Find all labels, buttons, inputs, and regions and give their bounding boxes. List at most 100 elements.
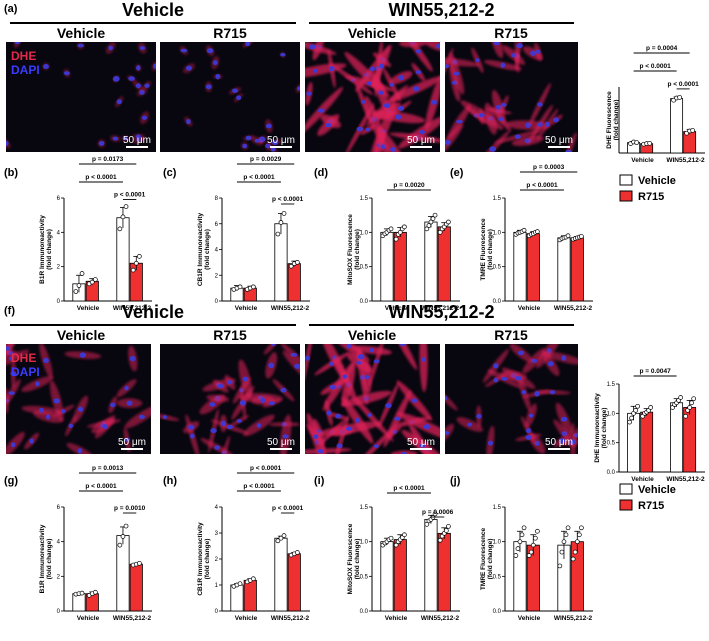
- data-point: [137, 254, 142, 259]
- data-point: [633, 408, 638, 413]
- stain-label-dapi: DAPI: [11, 63, 40, 77]
- data-point: [402, 532, 407, 538]
- y-axis-label: CB1R Immunoreactivity(fold change): [197, 522, 211, 596]
- nucleus: [214, 445, 221, 450]
- x-category-label: WIN55,212-2: [554, 305, 593, 312]
- panel-label-f: (f): [4, 305, 15, 317]
- nucleus: [501, 376, 508, 381]
- nucleus: [397, 105, 405, 111]
- data-point: [237, 581, 243, 587]
- p-value-label: p < 0.0001: [668, 81, 700, 88]
- nucleus: [280, 387, 287, 393]
- nucleus: [357, 354, 365, 360]
- legend-layer: Vehicle R715 Vehicle R715: [619, 174, 676, 512]
- x-category-label: Vehicle: [235, 615, 258, 622]
- data-point: [130, 267, 136, 273]
- data-point: [76, 283, 82, 288]
- nucleus: [389, 82, 395, 87]
- y-tick-label: 6: [57, 505, 61, 511]
- condition-title-bottom-1: R715: [213, 327, 247, 343]
- nucleus: [373, 359, 380, 364]
- data-point: [117, 542, 123, 548]
- scale-bar-label: 50 μm: [545, 437, 573, 448]
- bar-r715-1: [437, 226, 451, 302]
- data-point: [532, 535, 538, 541]
- legend-label-r715: R715: [638, 500, 664, 512]
- nucleus: [42, 357, 49, 363]
- data-point: [275, 538, 281, 544]
- bar-vehicle-0: [513, 541, 527, 612]
- nucleus: [366, 81, 373, 86]
- y-axis-label-line: (fold change): [204, 539, 211, 580]
- y-tick-label: 2: [57, 265, 61, 271]
- nucleus: [68, 423, 74, 429]
- bar-vehicle-1: [424, 221, 438, 302]
- bar-r715-1: [437, 532, 451, 612]
- panel-label-c: (c): [163, 167, 177, 179]
- nucleus: [378, 90, 384, 95]
- nucleus: [544, 121, 551, 127]
- y-axis-label-line: (fold change): [354, 229, 361, 270]
- bar-vehicle-0: [230, 584, 244, 612]
- nucleus: [236, 419, 242, 423]
- y-axis-label: MitoSOX Fluorescence(fold change): [347, 523, 361, 594]
- group-title-bottom-0: Vehicle: [122, 302, 184, 322]
- condition-title-top-3: R715: [494, 25, 528, 41]
- nucleus: [77, 406, 84, 412]
- nucleus: [141, 115, 148, 120]
- data-point: [123, 204, 129, 209]
- y-axis-label-line: (fold change): [487, 229, 494, 270]
- nucleus: [514, 134, 521, 139]
- y-tick-label: 1.5: [607, 382, 616, 388]
- group-title-top-1: WIN55,212-2: [388, 0, 494, 20]
- y-tick-label: 1.5: [360, 505, 369, 511]
- nucleus: [329, 384, 336, 390]
- nucleus: [209, 402, 216, 407]
- nucleus: [328, 66, 335, 72]
- p-value-label: p < 0.0001: [243, 483, 275, 490]
- micrograph-top-1: 50 μm: [160, 42, 300, 152]
- data-point: [517, 539, 523, 545]
- p-value-label: p < 0.0001: [85, 174, 117, 181]
- nucleus: [335, 413, 342, 419]
- data-point: [79, 271, 85, 276]
- group-title-top-0: Vehicle: [122, 0, 184, 20]
- stain-label-dhe: DHE: [11, 351, 36, 365]
- data-point: [579, 525, 584, 531]
- x-category-label: WIN55,212-2: [421, 615, 460, 622]
- nucleus: [220, 420, 227, 427]
- x-category-label: Vehicle: [631, 476, 654, 483]
- nucleus: [260, 397, 266, 404]
- y-axis-label-line: B1R Immunoreactivity: [39, 215, 46, 284]
- data-point: [629, 415, 634, 421]
- nucleus: [526, 427, 532, 434]
- nucleus: [325, 122, 332, 128]
- data-point: [251, 576, 256, 582]
- nucleus: [35, 381, 40, 387]
- nucleus: [135, 83, 141, 89]
- nucleus: [153, 63, 156, 69]
- nucleus: [144, 83, 150, 88]
- nucleus: [515, 375, 522, 381]
- nucleus: [401, 451, 407, 454]
- nucleus: [77, 448, 83, 454]
- data-point: [519, 532, 525, 538]
- y-axis-label-line: (fold change): [46, 229, 53, 270]
- micrograph-bottom-3: 50 μm: [445, 344, 578, 454]
- nucleus: [395, 114, 402, 120]
- data-point: [689, 400, 695, 406]
- nucleus: [268, 401, 275, 406]
- nucleus: [63, 71, 70, 76]
- nucleus: [445, 64, 450, 69]
- p-value-label: p < 0.0001: [243, 174, 275, 181]
- x-category-label: WIN55,212-2: [421, 305, 460, 312]
- nucleus: [116, 99, 122, 105]
- y-axis-label: B1R Immunoreactivity(fold change): [39, 215, 53, 284]
- data-point: [275, 231, 281, 237]
- nucleus: [135, 134, 141, 140]
- data-point: [123, 523, 129, 529]
- x-category-label: Vehicle: [77, 305, 100, 312]
- nucleus: [390, 146, 397, 152]
- bar-r715-0: [526, 233, 540, 302]
- nucleus: [487, 440, 493, 446]
